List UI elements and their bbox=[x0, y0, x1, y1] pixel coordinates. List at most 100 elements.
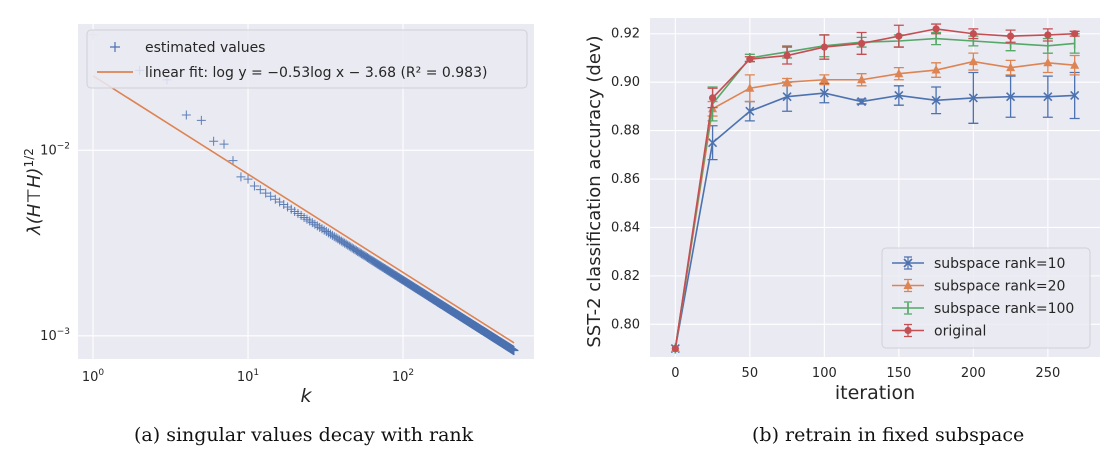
caption-b: (b) retrain in fixed subspace bbox=[752, 424, 1025, 446]
data-point bbox=[969, 30, 977, 38]
data-point bbox=[931, 95, 941, 105]
data-point-plus bbox=[196, 115, 206, 125]
data-point bbox=[894, 90, 904, 101]
data-point-plus bbox=[181, 110, 191, 120]
data-point bbox=[1071, 30, 1079, 38]
y-tick-label: 10−3 bbox=[40, 327, 70, 344]
data-point bbox=[782, 77, 792, 86]
y-tick-label: 0.80 bbox=[611, 317, 640, 332]
x-tick-label: 150 bbox=[886, 366, 911, 381]
data-point bbox=[819, 88, 829, 98]
data-point-plus bbox=[325, 229, 335, 239]
data-point bbox=[931, 65, 941, 74]
x-tick-label: 102 bbox=[392, 368, 414, 385]
data-point-plus bbox=[243, 174, 253, 184]
plot-a-data bbox=[88, 30, 519, 356]
panel-b: 0 50 100 150 200 250 0.80 0.82 0.84 0.86 0.88 0.90 0… bbox=[584, 18, 1100, 404]
legend-label-estimated: estimated values bbox=[145, 40, 265, 56]
data-point bbox=[857, 96, 867, 107]
data-point-plus bbox=[283, 202, 293, 212]
y-tick-label: 0.84 bbox=[611, 220, 640, 235]
data-point-plus bbox=[358, 250, 368, 260]
data-point bbox=[708, 138, 718, 148]
legend-box bbox=[86, 29, 528, 89]
legend-marker bbox=[904, 326, 912, 335]
data-point bbox=[1043, 92, 1053, 102]
x-axis-label: iteration bbox=[835, 382, 915, 404]
data-point bbox=[746, 55, 754, 63]
data-point-plus bbox=[261, 188, 271, 198]
data-point bbox=[1006, 32, 1015, 40]
data-point bbox=[782, 92, 792, 102]
x-tick-label: 200 bbox=[961, 366, 986, 381]
x-tick-label: 50 bbox=[742, 366, 759, 381]
data-point bbox=[968, 93, 978, 103]
plot-a-legend: estimated values linear fit: log y = −0.5… bbox=[86, 29, 528, 89]
data-point bbox=[857, 39, 866, 48]
y-axis-label: λ(H⊤H)1/2 bbox=[22, 148, 45, 236]
legend-label: original bbox=[934, 324, 986, 340]
y-tick-label: 0.82 bbox=[611, 269, 640, 284]
data-point-plus bbox=[236, 172, 246, 182]
data-point-plus bbox=[209, 136, 219, 146]
y-tick-label: 10−2 bbox=[40, 141, 70, 158]
y-tick-label: 0.92 bbox=[611, 27, 640, 42]
y-tick-label: 0.90 bbox=[611, 75, 640, 90]
caption-a: (a) singular values decay with rank bbox=[134, 424, 474, 446]
data-point-plus bbox=[327, 230, 337, 240]
legend-label: subspace rank=10 bbox=[934, 256, 1065, 272]
data-point bbox=[1006, 62, 1016, 72]
x-tick-label: 250 bbox=[1035, 366, 1060, 381]
data-point bbox=[857, 74, 867, 84]
plot-b-axes: 0 50 100 150 200 250 0.80 0.82 0.84 0.86 0.88 0.90 0… bbox=[584, 27, 1060, 404]
data-point-plus bbox=[359, 250, 369, 260]
plot-a-axes: 100 101 102 10−3 10−2 k λ(H⊤H)1/2 bbox=[22, 141, 414, 407]
data-point bbox=[783, 51, 791, 60]
legend-label: subspace rank=100 bbox=[934, 301, 1074, 317]
x-tick-label: 100 bbox=[812, 366, 837, 381]
data-point bbox=[671, 344, 679, 353]
data-point-plus bbox=[249, 181, 259, 191]
data-point bbox=[894, 68, 904, 78]
data-point-plus bbox=[355, 248, 365, 258]
legend-box bbox=[881, 247, 1091, 349]
series-line bbox=[674, 92, 1075, 349]
x-tick-label: 101 bbox=[237, 368, 259, 385]
series-line bbox=[674, 28, 1075, 349]
plot-b-legend: subspace rank=10 subspace rank=20 subspace… bbox=[881, 247, 1091, 349]
plot-b-data bbox=[670, 23, 1080, 354]
data-point bbox=[745, 106, 755, 116]
data-point-plus bbox=[331, 233, 341, 243]
data-point-plus bbox=[329, 232, 339, 242]
x-tick-label: 0 bbox=[671, 366, 679, 381]
y-tick-label: 0.88 bbox=[611, 124, 640, 139]
data-point-plus bbox=[509, 346, 519, 356]
data-point bbox=[1070, 90, 1080, 101]
data-point-plus bbox=[357, 249, 367, 259]
legend-marker bbox=[903, 258, 913, 268]
data-point bbox=[708, 94, 717, 102]
data-point-plus bbox=[279, 200, 289, 210]
data-point-plus bbox=[266, 191, 276, 201]
data-point-plus bbox=[312, 221, 322, 231]
legend-marker-plus bbox=[110, 42, 120, 52]
series-line bbox=[674, 60, 1075, 349]
legend-label: subspace rank=20 bbox=[934, 279, 1065, 295]
data-point bbox=[1043, 57, 1053, 67]
data-point-plus bbox=[219, 139, 229, 149]
panel-a: 100 101 102 10−3 10−2 k λ(H⊤H)1/2 estimated va… bbox=[22, 24, 534, 407]
data-point bbox=[895, 32, 903, 40]
data-point bbox=[819, 74, 829, 84]
data-point-plus bbox=[228, 156, 238, 166]
legend-marker bbox=[903, 280, 913, 289]
y-tick-label: 0.86 bbox=[611, 172, 640, 187]
legend-label-fit: linear fit: log y = −0.53log x − 3.68 (R… bbox=[145, 65, 487, 81]
data-point-plus bbox=[310, 219, 320, 229]
data-point bbox=[820, 43, 828, 51]
data-point bbox=[968, 56, 978, 66]
data-point bbox=[1070, 60, 1080, 69]
data-point bbox=[1044, 31, 1052, 39]
x-axis-label: k bbox=[300, 385, 312, 407]
x-tick-label: 100 bbox=[82, 368, 105, 385]
